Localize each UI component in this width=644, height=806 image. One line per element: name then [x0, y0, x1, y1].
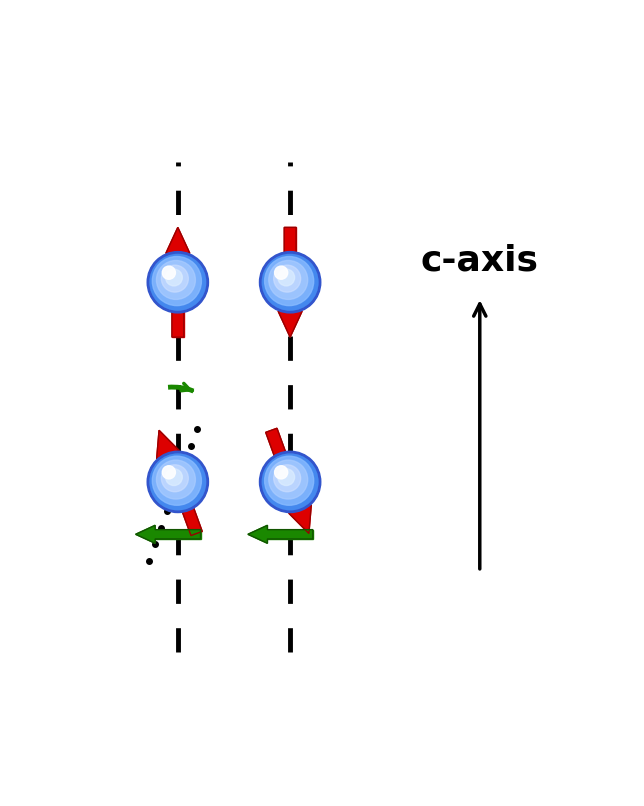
Circle shape [269, 260, 308, 299]
Polygon shape [162, 453, 202, 535]
Circle shape [148, 452, 208, 512]
Circle shape [156, 460, 195, 499]
Circle shape [265, 256, 314, 305]
Circle shape [278, 269, 294, 286]
Circle shape [261, 454, 319, 510]
Text: c-axis: c-axis [421, 243, 539, 277]
Circle shape [149, 454, 206, 510]
Circle shape [274, 265, 301, 292]
Polygon shape [266, 428, 306, 511]
Circle shape [148, 252, 208, 312]
Circle shape [274, 465, 301, 492]
Polygon shape [289, 505, 311, 534]
Circle shape [162, 465, 188, 492]
Polygon shape [267, 530, 313, 539]
Circle shape [265, 456, 314, 505]
Polygon shape [284, 227, 296, 311]
Circle shape [274, 266, 288, 279]
Circle shape [166, 269, 182, 286]
Polygon shape [155, 530, 200, 539]
Circle shape [166, 469, 182, 485]
Polygon shape [278, 311, 302, 337]
Circle shape [260, 252, 320, 312]
Circle shape [149, 254, 206, 310]
Circle shape [274, 466, 288, 479]
Circle shape [162, 265, 188, 292]
Circle shape [162, 466, 175, 479]
Circle shape [152, 456, 202, 505]
Polygon shape [156, 430, 179, 459]
Polygon shape [166, 227, 190, 253]
Polygon shape [172, 253, 184, 337]
Circle shape [261, 254, 319, 310]
Polygon shape [248, 526, 267, 543]
Circle shape [278, 469, 294, 485]
Polygon shape [136, 526, 155, 543]
Circle shape [152, 256, 202, 305]
Circle shape [156, 260, 195, 299]
Circle shape [260, 452, 320, 512]
Circle shape [269, 460, 308, 499]
Circle shape [162, 266, 175, 279]
